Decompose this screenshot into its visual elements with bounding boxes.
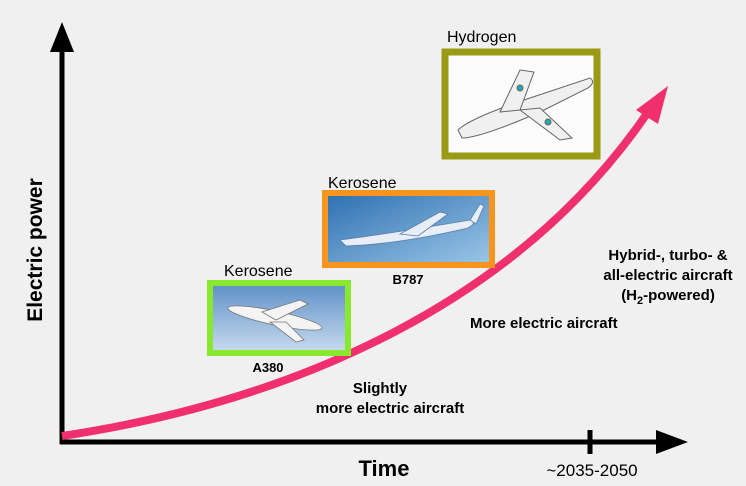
fuel-label: Kerosene xyxy=(224,263,293,280)
stage-label: Hybrid-, turbo- & xyxy=(608,247,727,264)
curve-arrow xyxy=(636,86,668,124)
stage-label: More electric aircraft xyxy=(470,315,618,332)
stage-label: Slightly xyxy=(353,380,408,397)
stage-label: more electric aircraft xyxy=(316,400,464,417)
plane-icon xyxy=(457,69,594,141)
y-arrow xyxy=(50,22,74,52)
plane-icon xyxy=(339,203,485,247)
model-label: A380 xyxy=(252,360,283,375)
growth-curve xyxy=(61,109,652,440)
plane-icon xyxy=(227,299,323,343)
x-axis-label: Time xyxy=(359,456,410,481)
x-arrow xyxy=(656,430,688,454)
stage-label: (H2-powered) xyxy=(621,287,715,307)
fuel-label: Kerosene xyxy=(328,175,397,192)
model-label: B787 xyxy=(392,272,423,287)
y-axis-label: Electric power xyxy=(24,178,47,322)
x-tick-label: ~2035-2050 xyxy=(546,461,637,480)
stage-label: all-electric aircraft xyxy=(603,267,732,284)
fuel-label: Hydrogen xyxy=(447,29,516,46)
